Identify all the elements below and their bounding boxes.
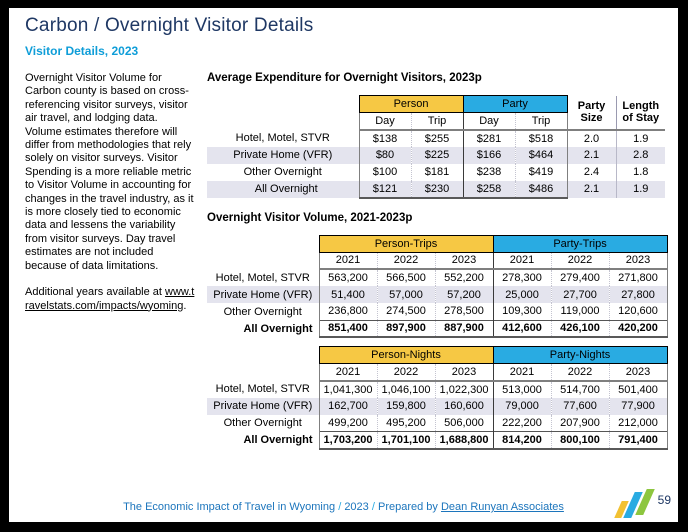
person-trips-group-header: Person-Trips — [318, 234, 494, 253]
col-header-party-trip: Trip — [514, 112, 568, 131]
footer-report-title: The Economic Impact of Travel in Wyoming — [123, 501, 336, 513]
year-header: 2021 — [492, 252, 552, 270]
additional-years-paragraph: Additional years available at www.travel… — [25, 286, 197, 313]
year-header: 2022 — [550, 363, 610, 382]
year-header: 2021 — [492, 363, 552, 382]
tables-column: Average Expenditure for Overnight Visito… — [207, 72, 668, 450]
methodology-paragraph: Overnight Visitor Volume for Carbon coun… — [25, 72, 194, 272]
year-header: 2021 — [318, 363, 377, 382]
person-nights-group-header: Person-Nights — [318, 346, 494, 364]
year-header: 2023 — [434, 252, 494, 270]
year-header: 2023 — [434, 363, 494, 382]
table-row: Private Home (VFR) 51,400 57,000 57,200 … — [207, 286, 668, 303]
table-row: Hotel, Motel, STVR 1,041,300 1,046,100 1… — [207, 380, 668, 398]
col-header-person-trip: Trip — [410, 112, 464, 131]
table-row: Other Overnight 236,800 274,500 278,500 … — [207, 303, 668, 320]
table-row-total: All Overnight 1,703,200 1,701,100 1,688,… — [207, 431, 668, 450]
footer-text: The Economic Impact of Travel in Wyoming… — [9, 501, 678, 513]
table-row-total: All Overnight 851,400 897,900 887,900 41… — [207, 319, 668, 338]
report-page: Carbon / Overnight Visitor Details Visit… — [9, 8, 678, 522]
header-spacer — [207, 363, 319, 381]
table-row: Other Overnight 499,200 495,200 506,000 … — [207, 414, 668, 432]
dean-runyan-logo — [613, 489, 655, 519]
expenditure-table: Person Party Party Size Length of Stay D… — [207, 95, 666, 199]
length-of-stay-header: Length of Stay — [615, 95, 666, 131]
year-header: 2023 — [608, 252, 668, 270]
header-spacer — [207, 112, 359, 130]
footer-separator: / — [371, 501, 375, 513]
table-row: Other Overnight $100 $181 $238 $419 2.4 … — [207, 163, 666, 181]
header-spacer — [207, 252, 319, 269]
footer-right: 59 — [613, 489, 671, 519]
year-header: 2021 — [318, 252, 377, 270]
expenditure-table-title: Average Expenditure for Overnight Visito… — [207, 72, 482, 84]
sidebar-note: Overnight Visitor Volume for Carbon coun… — [25, 72, 197, 450]
table-row: Hotel, Motel, STVR 563,200 566,500 552,2… — [207, 269, 668, 286]
year-header: 2022 — [376, 252, 435, 270]
col-header-party-day: Day — [462, 112, 516, 131]
footer-year: 2023 — [344, 501, 369, 513]
col-header-person-day: Day — [358, 112, 411, 131]
nights-table: Person-Nights Party-Nights 2021 2022 202… — [207, 346, 668, 450]
table-row: Private Home (VFR) 162,700 159,800 160,6… — [207, 397, 668, 415]
page-subtitle: Visitor Details, 2023 — [25, 44, 139, 58]
header-spacer — [207, 346, 319, 364]
additional-years-prefix: Additional years available at — [25, 286, 166, 299]
party-trips-group-header: Party-Trips — [492, 234, 668, 253]
volume-section-title: Overnight Visitor Volume, 2021-2023p — [207, 211, 413, 224]
header-spacer — [207, 235, 319, 252]
page-number: 59 — [657, 493, 671, 507]
party-size-header: Party Size — [567, 95, 617, 131]
page-title: Carbon / Overnight Visitor Details — [25, 15, 314, 36]
additional-years-suffix: . — [183, 299, 187, 312]
party-group-header: Party — [462, 95, 568, 113]
footer-prepared-by: Prepared by — [377, 501, 438, 513]
header-spacer — [207, 95, 359, 113]
footer-separator: / — [338, 501, 342, 513]
company-link[interactable]: Dean Runyan Associates — [440, 501, 564, 513]
table-row: Private Home (VFR) $80 $225 $166 $464 2.… — [207, 146, 666, 164]
year-header: 2022 — [550, 252, 610, 270]
travelstats-link[interactable]: www.travelstats.com/impacts/wyoming — [25, 286, 195, 312]
party-nights-group-header: Party-Nights — [492, 346, 668, 364]
table-row: Hotel, Motel, STVR $138 $255 $281 $518 2… — [207, 129, 666, 147]
year-header: 2023 — [608, 363, 668, 382]
content-area: Overnight Visitor Volume for Carbon coun… — [9, 72, 678, 450]
person-group-header: Person — [358, 95, 464, 113]
table-row-total: All Overnight $121 $230 $258 $486 2.1 1.… — [207, 180, 666, 199]
page-header: Carbon / Overnight Visitor Details Visit… — [9, 8, 678, 58]
trips-table: Person-Trips Party-Trips 2021 2022 2023 … — [207, 234, 668, 338]
year-header: 2022 — [376, 363, 435, 382]
